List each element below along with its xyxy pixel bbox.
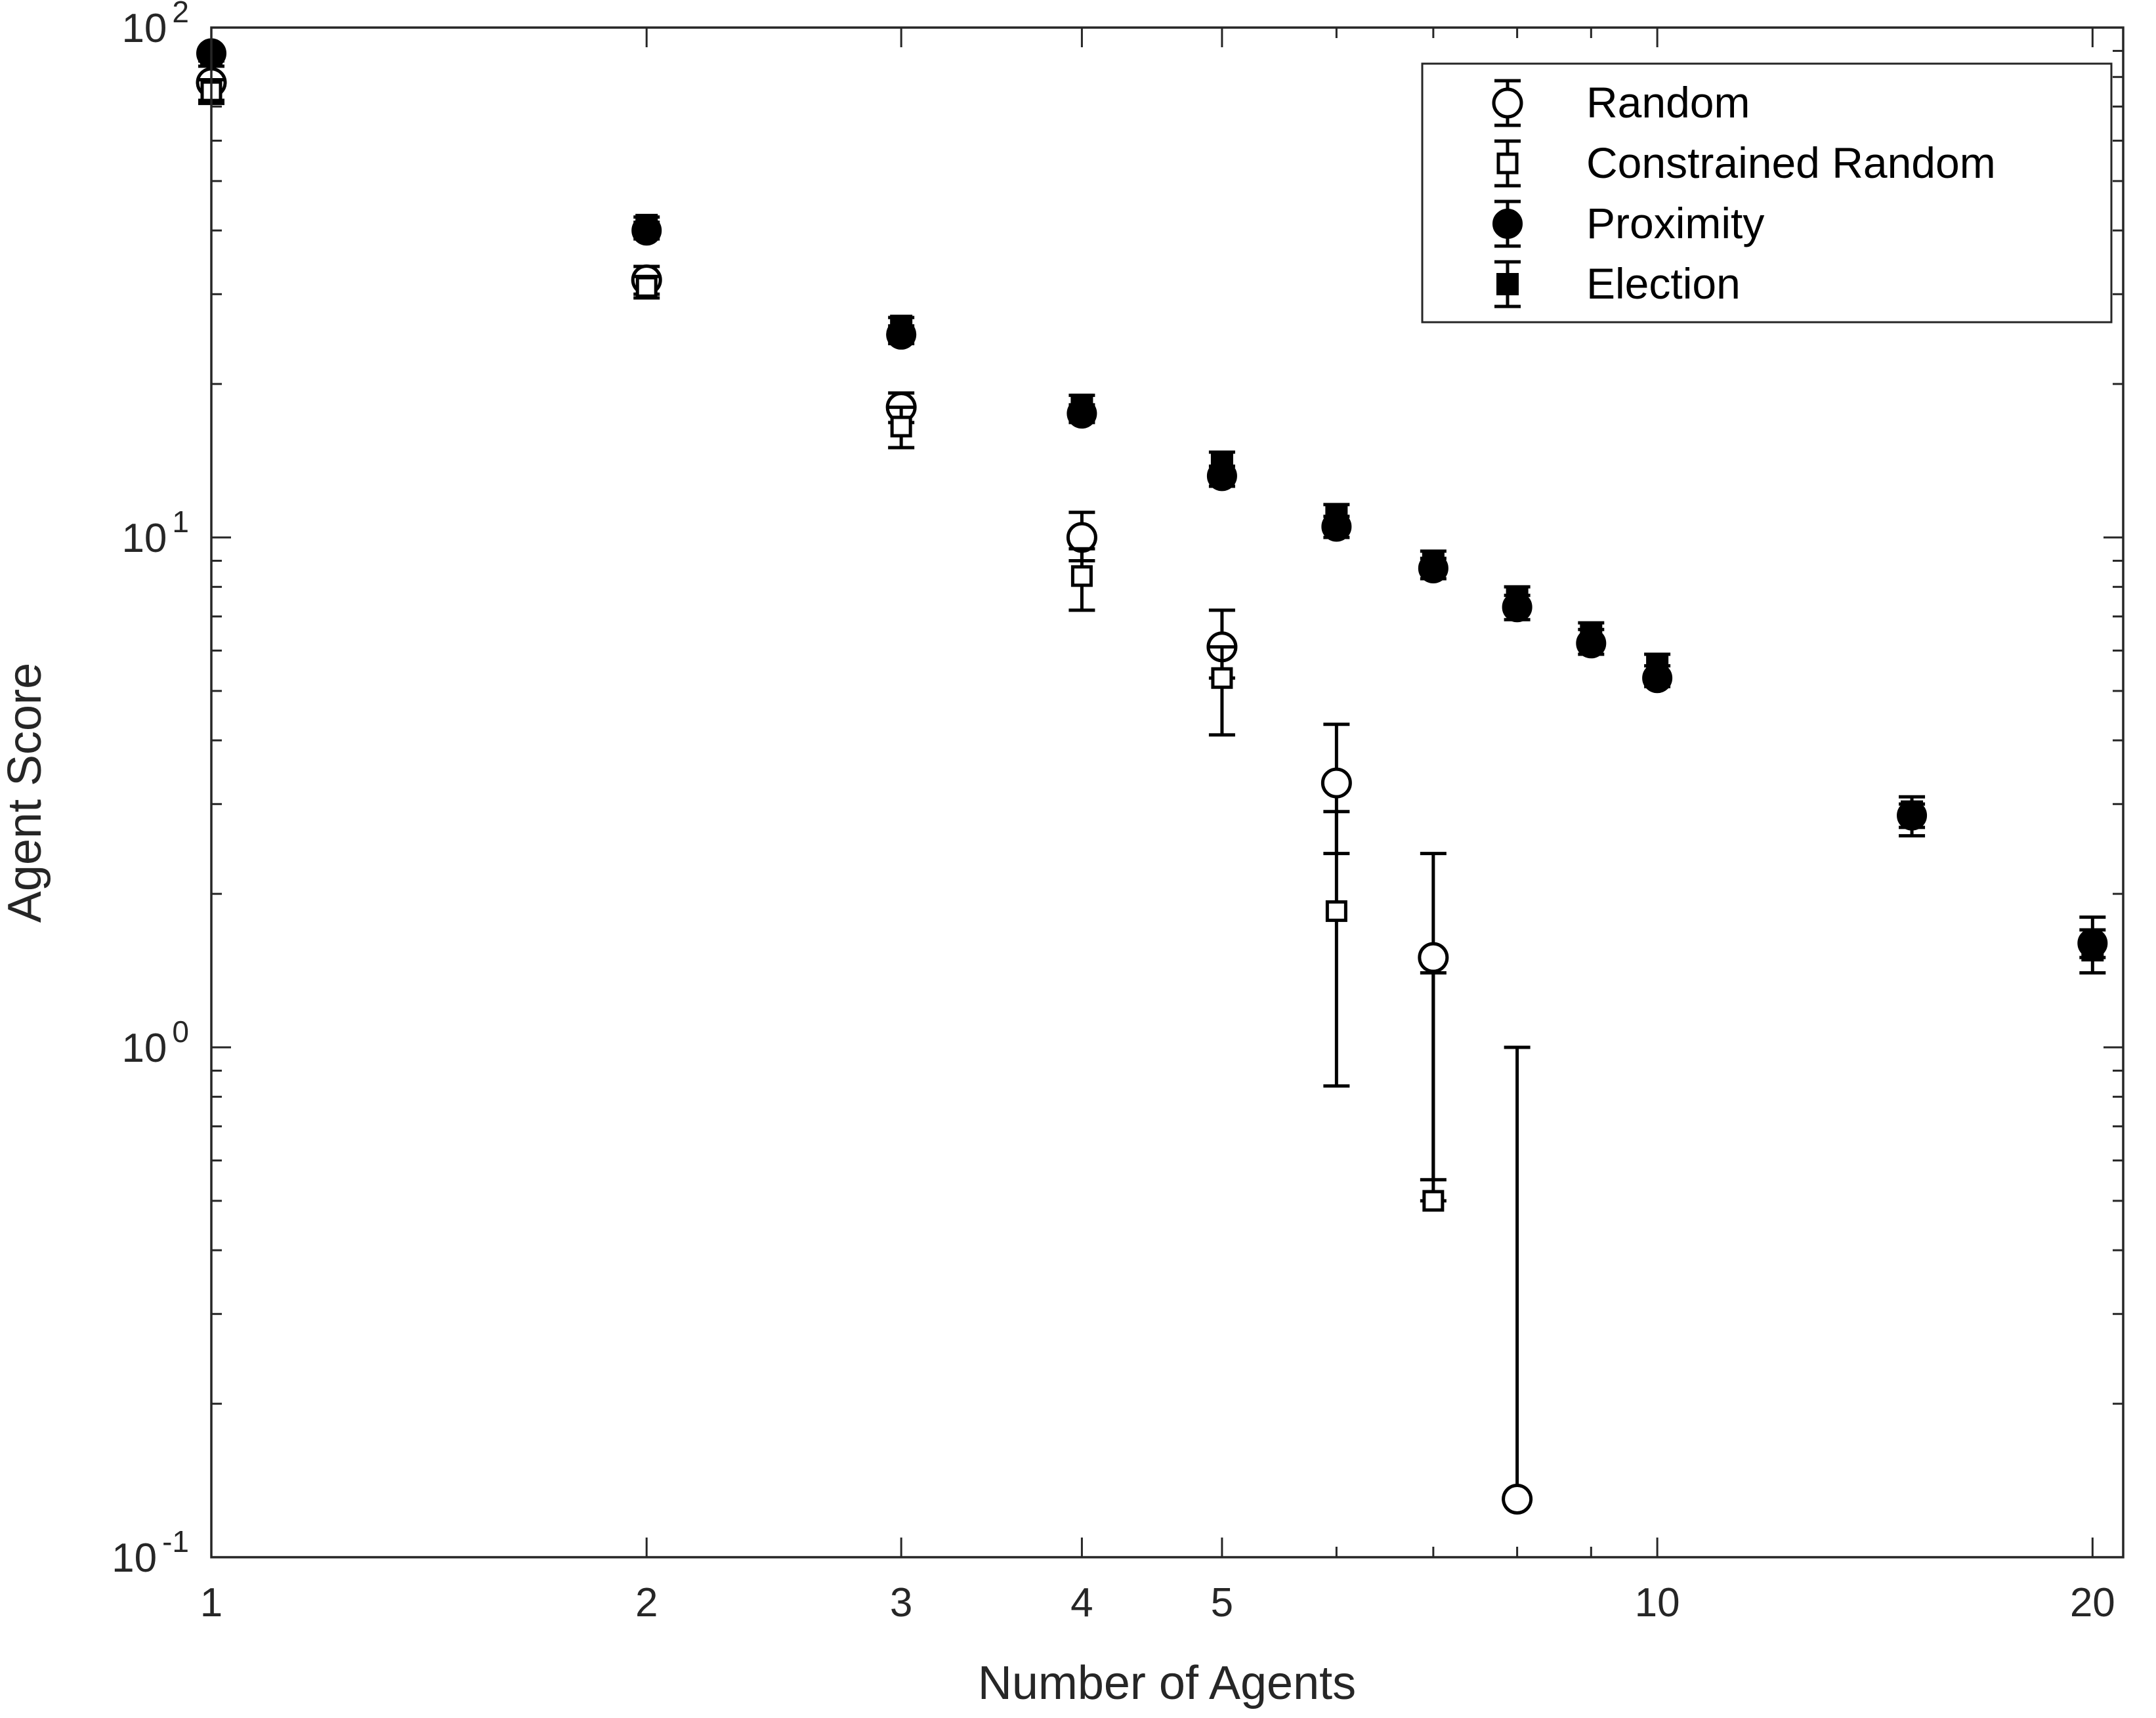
- data-marks: [196, 38, 2108, 1515]
- x-axis-title: Number of Agents: [978, 1657, 1356, 1709]
- legend-marker-constrained-random: [1496, 152, 1519, 175]
- constrained-random-point: [1211, 667, 1233, 689]
- legend-box: [1421, 62, 2113, 324]
- y-tick-label: 10 1: [121, 505, 189, 561]
- x-tick-label: 4: [1070, 1580, 1093, 1625]
- random-point: [1321, 767, 1352, 799]
- constrained-random-point: [1070, 565, 1093, 587]
- election-point: [1506, 587, 1529, 610]
- legend-marker-proximity: [1492, 209, 1523, 239]
- constrained-random-point: [1325, 900, 1347, 922]
- constrained-random-point: [890, 415, 912, 438]
- random-point: [1066, 522, 1097, 553]
- election-point: [1325, 505, 1348, 528]
- legend-entry-election: Election: [1494, 259, 1741, 308]
- election-point: [1580, 621, 1603, 644]
- x-tick-label: 3: [890, 1580, 912, 1625]
- series-constrained-random: [198, 78, 1447, 1212]
- legend-label-proximity: Proximity: [1586, 199, 1764, 247]
- election-point: [890, 314, 913, 337]
- axis-ticks: [210, 26, 2123, 1559]
- election-point: [2081, 939, 2104, 962]
- series-election: [198, 45, 2106, 974]
- x-tick-label: 2: [635, 1580, 658, 1625]
- x-tick-label: 20: [2070, 1580, 2115, 1625]
- random-point: [1418, 942, 1449, 973]
- y-tick-label: 10 0: [121, 1015, 189, 1071]
- election-point: [1210, 451, 1233, 474]
- plot-area-frame: [210, 26, 2124, 1559]
- legend-marker-election: [1496, 273, 1519, 295]
- legend-label-election: Election: [1586, 259, 1741, 308]
- constrained-random-point: [1422, 1190, 1445, 1212]
- election-point: [1422, 549, 1445, 572]
- y-tick-label: 10 -1: [112, 1524, 189, 1581]
- legend-entry-constrained-random: Constrained Random: [1494, 138, 1996, 188]
- legend: Random Constrained Random Proximity Electio…: [1421, 62, 2113, 324]
- x-tick-label: 10: [1635, 1580, 1680, 1625]
- x-tick-label: 5: [1211, 1580, 1233, 1625]
- election-point: [1646, 654, 1669, 677]
- tick-labels: 1 2 3 4 5 10 20 10 -1 10 0 10 1 10 2: [112, 0, 2115, 1625]
- election-point: [635, 213, 658, 236]
- legend-label-random: Random: [1586, 78, 1750, 127]
- legend-entry-random: Random: [1492, 78, 1750, 127]
- random-point: [1502, 1483, 1533, 1515]
- y-tick-label: 10 2: [121, 0, 189, 51]
- legend-marker-random: [1492, 87, 1523, 119]
- constrained-random-point: [635, 276, 658, 298]
- x-tick-label: 1: [200, 1580, 222, 1625]
- y-axis-title: Agent Score: [0, 663, 51, 923]
- election-point: [1901, 800, 1924, 823]
- election-point: [1070, 393, 1093, 416]
- legend-label-constrained-random: Constrained Random: [1586, 138, 1996, 187]
- legend-entry-proximity: Proximity: [1492, 199, 1764, 248]
